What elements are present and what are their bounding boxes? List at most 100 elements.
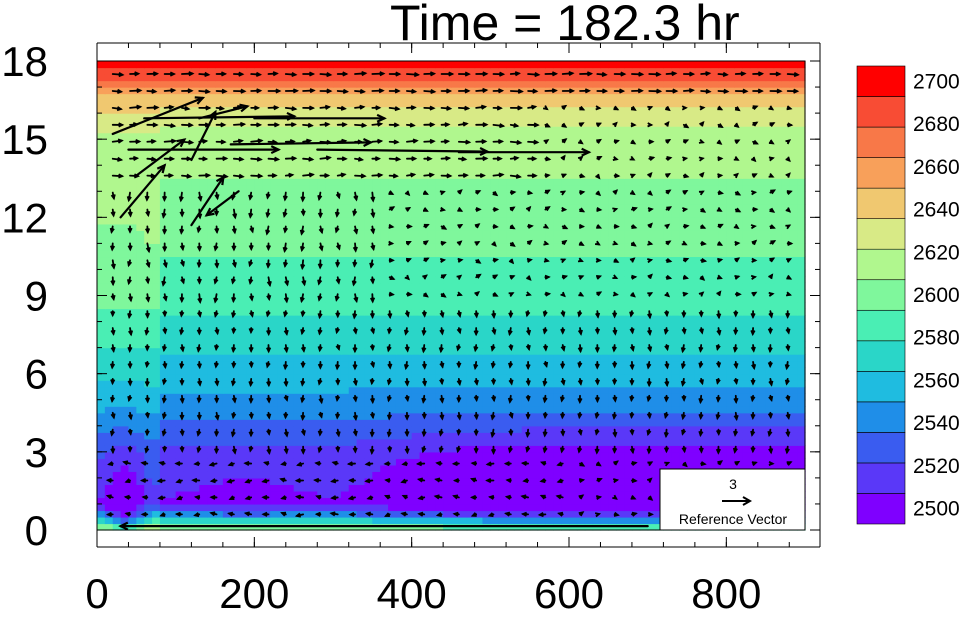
- field-cell: [773, 262, 782, 271]
- field-cell: [348, 464, 358, 472]
- field-cell: [104, 210, 114, 218]
- field-cell: [781, 184, 790, 192]
- field-cell: [506, 497, 515, 505]
- field-cell: [466, 308, 476, 316]
- field-cell: [608, 236, 617, 244]
- field-cell: [521, 334, 531, 342]
- field-cell: [183, 516, 192, 525]
- field-cell: [191, 367, 200, 375]
- field-cell: [521, 341, 531, 349]
- field-cell: [222, 321, 232, 329]
- field-cell: [152, 497, 161, 505]
- field-cell: [427, 406, 436, 414]
- field-cell: [364, 360, 373, 368]
- field-cell: [702, 171, 712, 179]
- field-cell: [152, 484, 161, 492]
- field-cell: [222, 295, 232, 303]
- field-cell: [561, 516, 570, 525]
- field-cell: [222, 503, 232, 512]
- field-cell: [104, 321, 114, 329]
- field-cell: [395, 184, 405, 192]
- field-cell: [356, 347, 366, 355]
- field-cell: [419, 275, 428, 284]
- field-cell: [325, 243, 334, 251]
- field-cell: [537, 406, 546, 414]
- field-cell: [608, 490, 617, 499]
- field-cell: [561, 178, 570, 186]
- field-cell: [506, 236, 515, 244]
- field-cell: [561, 243, 570, 251]
- field-cell: [687, 445, 696, 453]
- field-cell: [569, 256, 578, 264]
- field-cell: [647, 321, 657, 329]
- field-cell: [624, 432, 633, 440]
- field-cell: [616, 373, 625, 381]
- field-cell: [671, 210, 680, 218]
- field-cell: [443, 334, 452, 342]
- field-cell: [254, 464, 263, 472]
- field-cell: [270, 380, 279, 388]
- field-cell: [238, 302, 248, 310]
- field-cell: [561, 419, 570, 427]
- field-cell: [144, 178, 153, 186]
- field-cell: [443, 282, 452, 290]
- field-cell: [270, 204, 279, 212]
- field-cell: [592, 477, 602, 486]
- field-cell: [104, 295, 114, 303]
- field-cell: [348, 236, 358, 244]
- field-cell: [317, 197, 326, 205]
- field-cell: [576, 275, 586, 284]
- field-cell: [207, 171, 216, 179]
- field-cell: [765, 367, 775, 375]
- field-cell: [671, 425, 680, 433]
- field-cell: [616, 191, 625, 199]
- field-cell: [348, 497, 358, 505]
- field-cell: [474, 223, 484, 231]
- field-cell: [380, 315, 389, 323]
- field-cell: [679, 262, 688, 271]
- field-cell: [262, 373, 271, 381]
- field-cell: [112, 302, 122, 310]
- field-cell: [301, 210, 310, 218]
- field-cell: [380, 282, 389, 290]
- field-cell: [293, 412, 303, 420]
- field-cell: [380, 386, 389, 394]
- field-cell: [136, 360, 145, 368]
- field-cell: [694, 171, 704, 179]
- field-cell: [742, 236, 751, 244]
- field-cell: [624, 243, 633, 251]
- field-cell: [757, 308, 767, 316]
- field-cell: [616, 503, 625, 512]
- field-cell: [513, 347, 523, 355]
- field-cell: [112, 399, 122, 407]
- field-cell: [490, 419, 499, 427]
- field-cell: [215, 315, 224, 323]
- field-cell: [529, 503, 539, 512]
- field-cell: [333, 230, 342, 238]
- field-cell: [340, 367, 350, 375]
- field-cell: [340, 438, 350, 446]
- field-cell: [356, 458, 366, 466]
- field-cell: [513, 236, 523, 244]
- field-cell: [395, 438, 405, 446]
- field-cell: [340, 510, 350, 518]
- field-cell: [364, 516, 373, 525]
- field-cell: [191, 223, 200, 231]
- field-cell: [443, 191, 452, 199]
- field-cell: [639, 425, 649, 433]
- field-cell: [789, 282, 798, 290]
- field-cell: [427, 393, 436, 401]
- field-cell: [222, 484, 232, 492]
- field-cell: [773, 354, 782, 362]
- field-cell: [309, 197, 318, 205]
- field-cell: [301, 178, 310, 186]
- field-cell: [246, 321, 255, 329]
- field-cell: [270, 262, 279, 271]
- field-cell: [380, 302, 389, 310]
- field-cell: [443, 510, 452, 518]
- field-cell: [797, 354, 806, 362]
- field-cell: [152, 191, 161, 199]
- field-cell: [718, 197, 727, 205]
- field-cell: [592, 243, 602, 251]
- field-cell: [789, 308, 798, 316]
